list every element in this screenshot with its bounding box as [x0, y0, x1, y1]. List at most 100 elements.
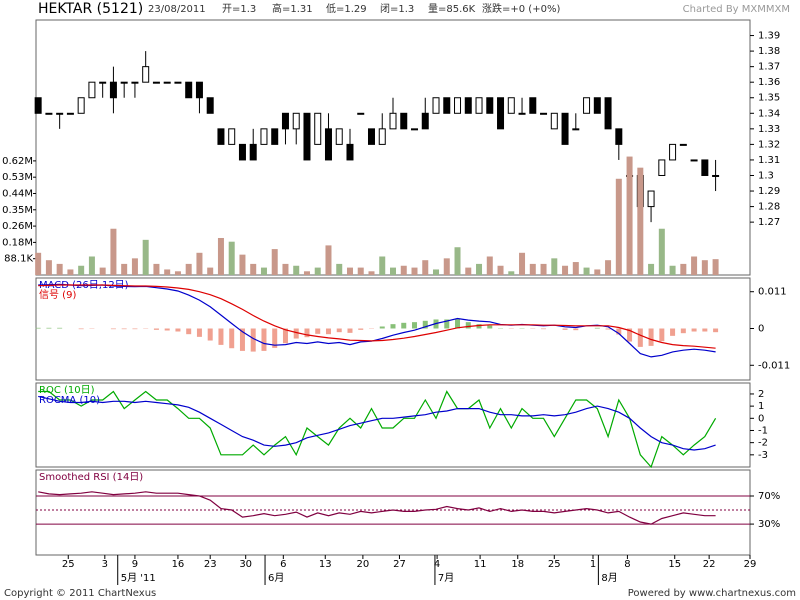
y-tick-label: 30% [758, 519, 780, 530]
indicator-legend: ROC (10日) [39, 385, 95, 396]
candle-body [454, 97, 462, 114]
y-tick-label: 0 [758, 323, 764, 334]
volume-bar [615, 178, 622, 275]
candle-body [561, 112, 569, 145]
volume-bar [626, 156, 633, 275]
x-tick-label: 20 [357, 559, 370, 570]
macd-histogram-bar [315, 328, 321, 334]
macd-histogram-bar [358, 328, 364, 330]
volume-bar [346, 267, 353, 275]
candle-body [475, 97, 483, 114]
candle-body [131, 81, 139, 84]
macd-histogram-bar [110, 328, 116, 330]
y-tick-label: 0.26M [2, 221, 33, 232]
volume-bar [529, 263, 536, 275]
y-tick-label: 1.36 [758, 77, 780, 88]
x-tick-label: 29 [744, 559, 757, 570]
y-tick-label: 70% [758, 491, 780, 502]
candle-body [206, 97, 214, 114]
macd-histogram-bar [121, 328, 127, 330]
volume-bar [56, 263, 63, 275]
candle-body [572, 128, 580, 131]
y-tick-label: 1.38 [758, 46, 780, 57]
candle-body [497, 97, 505, 130]
header-change: 涨跌=+0 (+0%) [482, 2, 560, 15]
volume-bar [293, 265, 300, 275]
volume-bar [121, 263, 128, 275]
y-tick-label: -0.011 [758, 360, 790, 371]
y-tick-label: 0.53M [2, 172, 33, 183]
candle-body [647, 190, 655, 208]
candle-body [669, 143, 677, 161]
candle-body [109, 81, 117, 99]
volume-bar [131, 258, 138, 275]
candle-body [185, 81, 193, 99]
volume-bar [594, 269, 601, 275]
header-volume: 量=85.6K [428, 3, 476, 15]
candle-body [45, 112, 53, 115]
volume-bar [88, 256, 95, 275]
candle-body [120, 81, 128, 84]
candle-body [271, 128, 279, 145]
candle-body [303, 112, 311, 161]
candle-body [400, 112, 408, 130]
macd-histogram-bar [605, 328, 611, 330]
panel-frame [35, 382, 751, 468]
y-tick-label: 1.29 [758, 186, 780, 197]
x-tick-label: 18 [511, 559, 524, 570]
volume-bar [476, 263, 483, 275]
x-tick-label: 11 [474, 559, 487, 570]
candle-body [88, 81, 96, 99]
macd-histogram-bar [325, 328, 331, 335]
x-tick-label: 23 [204, 559, 217, 570]
indicator-line [38, 390, 717, 469]
x-tick-label: 1 [590, 559, 596, 570]
candle-body [34, 97, 42, 114]
volume-bar [379, 256, 386, 275]
candle-body [238, 143, 246, 161]
volume-bar [422, 260, 429, 275]
volume-bar [303, 271, 310, 275]
x-tick-label: 8 [624, 559, 630, 570]
candle-body [56, 112, 64, 115]
candle-body [529, 97, 537, 114]
indicator-legend: Smoothed RSI (14日) [39, 472, 143, 483]
macd-histogram-bar [541, 328, 547, 330]
candle-body [99, 81, 107, 84]
macd-histogram-bar [670, 328, 676, 336]
candle-body [679, 143, 687, 146]
volume-bar [357, 267, 364, 275]
header-low: 低=1.29 [326, 2, 367, 15]
panel-frame [35, 469, 751, 556]
y-tick-label: 1.39 [758, 31, 780, 42]
volume-bar [658, 228, 665, 275]
macd-histogram-bar [239, 328, 245, 351]
macd-histogram-bar [573, 328, 579, 331]
volume-bar [67, 269, 74, 275]
candle-body [249, 143, 257, 161]
volume-bar [701, 260, 708, 275]
candle-body [378, 128, 386, 145]
volume-bar [78, 265, 85, 275]
candle-body [604, 97, 612, 130]
volume-bar [99, 267, 106, 275]
y-tick-label: -2 [758, 438, 768, 449]
candle-body [486, 97, 494, 114]
candle-body [540, 112, 548, 115]
y-tick-label: 0 [758, 413, 764, 424]
volume-bar [110, 228, 117, 275]
macd-histogram-bar [57, 327, 63, 329]
macd-histogram-bar [444, 319, 450, 329]
candle-body [507, 97, 515, 114]
header-close: 闭=1.3 [380, 2, 414, 15]
macd-histogram-bar [46, 327, 52, 329]
candle-body [217, 128, 225, 145]
volume-bar [680, 263, 687, 275]
candle-body [195, 81, 203, 99]
candle-body [443, 97, 451, 114]
y-tick-label: -3 [758, 450, 768, 461]
indicator-legend: 信号 (9) [39, 289, 76, 301]
volume-bar [228, 241, 235, 275]
candle-body [314, 112, 322, 145]
